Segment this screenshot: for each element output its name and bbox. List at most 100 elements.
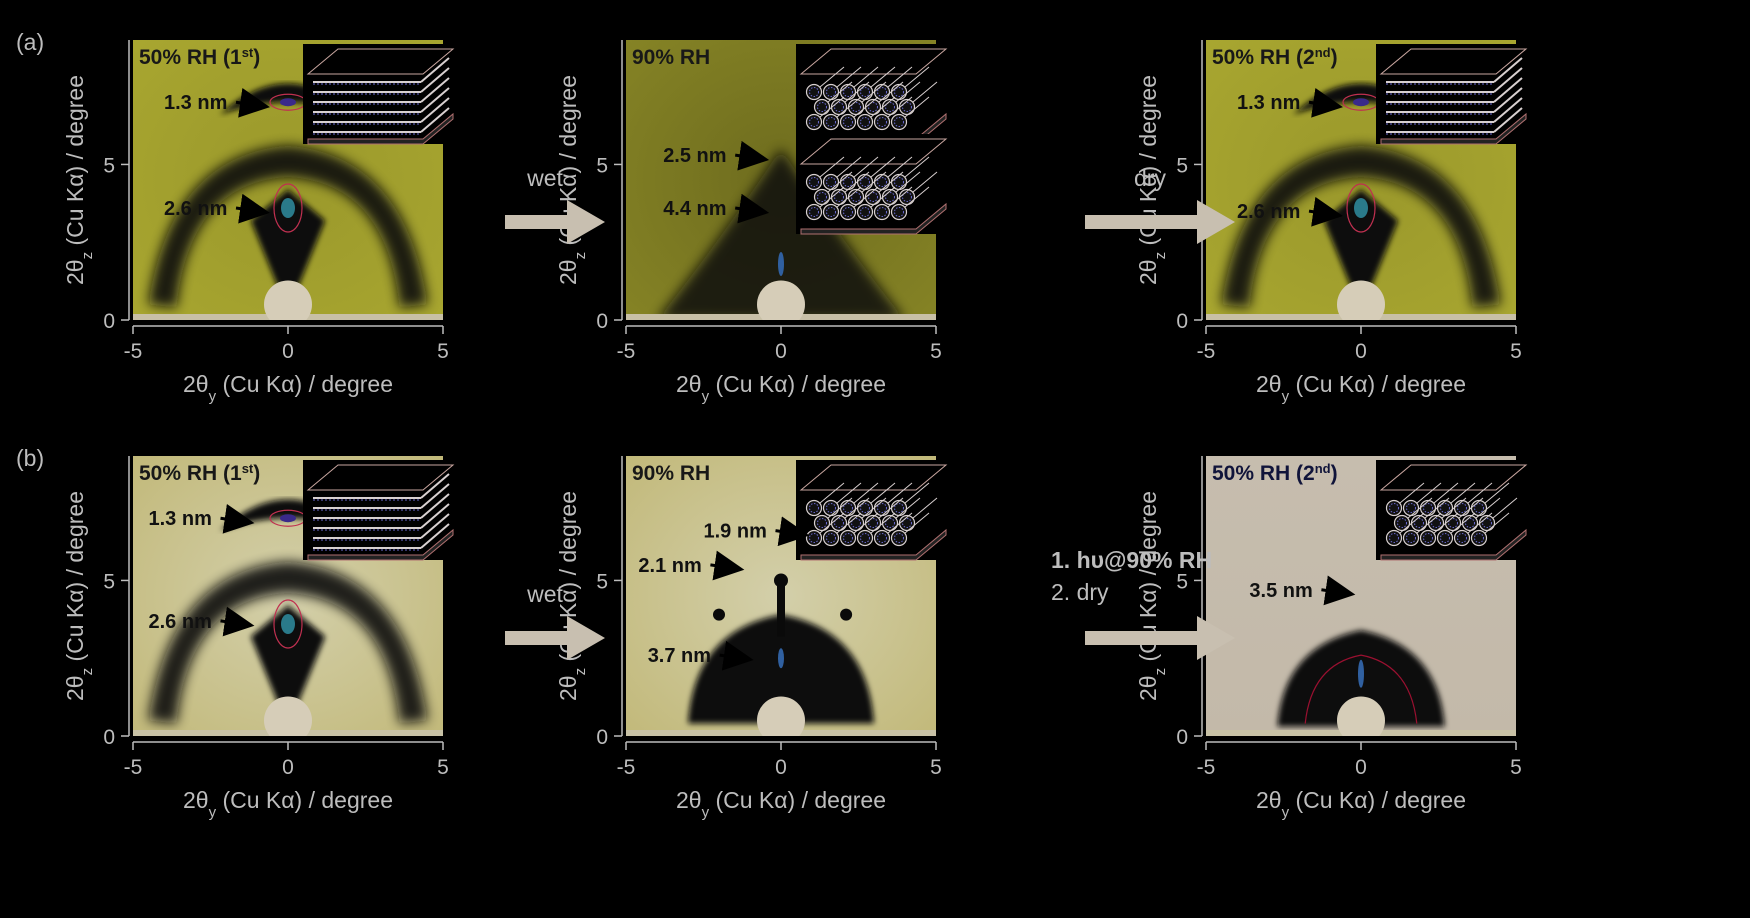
beam-stop [264, 696, 312, 736]
x-tick-label: 5 [930, 756, 942, 779]
beam-stop [757, 280, 805, 320]
panel-title: 50% RH (2nd) [1212, 461, 1338, 486]
beam-stop [1337, 280, 1385, 320]
peak-contour-2-6nm [273, 599, 303, 649]
x-tick-label: 0 [775, 340, 787, 363]
row-label-b: (b) [16, 445, 44, 471]
annotation-label: 2.1 nm [638, 555, 701, 577]
annotation-label: 3.5 nm [1249, 580, 1312, 602]
peak-2-6nm [281, 198, 295, 218]
arrow-shaft [505, 631, 575, 645]
x-axis-label: 2θy (Cu Kα) / degree [1256, 787, 1466, 821]
panel-b-2: 90% RH 1.9 nm2.1 nm 3.7 nm -5 0 5 0 5 2θy (Cu Kα… [555, 456, 951, 821]
peak-1-9nm [774, 573, 788, 588]
x-tick-label: 5 [437, 340, 449, 363]
annotation-arrow [1308, 196, 1343, 227]
peak-1-3nm [280, 514, 296, 523]
y-axis-label: 2θz (Cu Kα) / degree [62, 75, 96, 285]
annotation-arrow [220, 503, 255, 534]
x-tick-label: 0 [282, 756, 294, 779]
peak-1-3nm [1353, 98, 1369, 107]
annotation-label: 1.9 nm [704, 521, 767, 543]
structure-inset-icon [1376, 460, 1531, 561]
arrow-head [1197, 616, 1235, 660]
x-axis-label: 2θy (Cu Kα) / degree [183, 371, 393, 405]
y-axis-label: 2θz (Cu Kα) / degree [1135, 491, 1169, 701]
x-tick-label: 0 [775, 756, 787, 779]
x-tick-label: -5 [124, 340, 143, 363]
arrow-label: wet [526, 581, 563, 607]
x-tick-label: -5 [124, 756, 143, 779]
beam-stop [1337, 696, 1385, 736]
annotation-label: 3.7 nm [648, 645, 711, 667]
x-tick-label: 5 [930, 340, 942, 363]
y-tick-label: 0 [596, 310, 608, 333]
panel-title: 50% RH (1st) [139, 45, 260, 70]
vertical-streak [777, 580, 785, 637]
row-label-a: (a) [16, 29, 44, 55]
y-tick-label: 5 [103, 154, 115, 177]
x-tick-label: 0 [1355, 756, 1367, 779]
y-tick-label: 0 [1176, 310, 1188, 333]
x-tick-label: 5 [1510, 340, 1522, 363]
dome-contour [1304, 654, 1418, 724]
y-tick-label: 5 [596, 154, 608, 177]
arrow-head [567, 200, 605, 244]
structure-inset-icon [1376, 44, 1531, 145]
peak-center [1358, 659, 1364, 688]
x-axis-label: 2θy (Cu Kα) / degree [676, 371, 886, 405]
x-tick-label: -5 [1197, 756, 1216, 779]
annotation-label: 1.3 nm [1237, 92, 1300, 114]
peak-2-6nm [281, 614, 295, 634]
peak-3-7nm [778, 648, 784, 669]
y-tick-label: 0 [596, 726, 608, 749]
annotation-arrow [1321, 575, 1356, 606]
x-tick-label: -5 [617, 756, 636, 779]
y-tick-label: 5 [596, 570, 608, 593]
scattering-pattern [1206, 630, 1516, 736]
x-tick-label: 5 [1510, 756, 1522, 779]
annotation-label: 1.3 nm [164, 92, 227, 114]
annotation-label: 2.6 nm [149, 611, 212, 633]
x-tick-label: -5 [617, 340, 636, 363]
peak-1-3nm [280, 98, 296, 107]
y-tick-label: 5 [1176, 154, 1188, 177]
arrow-label: 1. hυ@90% RH [1051, 547, 1212, 573]
scattering-pattern [626, 148, 936, 320]
structure-inset-icon [796, 44, 951, 235]
y-tick-label: 0 [1176, 726, 1188, 749]
y-tick-label: 5 [1176, 570, 1188, 593]
process-arrow-2: 1. hυ@90% RH 2. dry [1051, 547, 1235, 660]
diffraction-arc-mid [148, 145, 428, 308]
annotation-arrow [710, 550, 745, 581]
x-tick-label: 0 [282, 340, 294, 363]
axes: -5 0 5 0 5 2θy (Cu Kα) / degree 2θz (Cu Kα) / … [62, 40, 449, 405]
x-tick-label: -5 [1197, 340, 1216, 363]
x-tick-label: 5 [437, 756, 449, 779]
panel-title: 50% RH (1st) [139, 461, 260, 486]
annotation-label: 2.6 nm [164, 198, 227, 220]
diffraction-arc-mid [148, 561, 428, 724]
y-tick-label: 0 [103, 310, 115, 333]
structure-inset-icon [796, 460, 951, 561]
arrow-head [567, 616, 605, 660]
process-arrow-1: wet [505, 165, 605, 244]
arrow-shaft [1085, 631, 1205, 645]
y-axis-label: 2θz (Cu Kα) / degree [62, 491, 96, 701]
annotation-label: 1.3 nm [149, 508, 212, 530]
arrow-shaft [505, 215, 575, 229]
annotation-arrow [235, 87, 270, 118]
annotation-arrow [1308, 87, 1343, 118]
x-axis-label: 2θy (Cu Kα) / degree [183, 787, 393, 821]
beam-stop [264, 280, 312, 320]
annotation-arrow [235, 193, 270, 224]
beam-stop [757, 696, 805, 736]
annotation-label: 2.6 nm [1237, 201, 1300, 223]
peak-2-1nm-left [713, 608, 725, 621]
arrow-label: 2. dry [1051, 579, 1109, 605]
beam-streak [250, 605, 326, 705]
peak-contour-2-6nm [1346, 183, 1376, 233]
annotation-arrow [775, 516, 810, 547]
